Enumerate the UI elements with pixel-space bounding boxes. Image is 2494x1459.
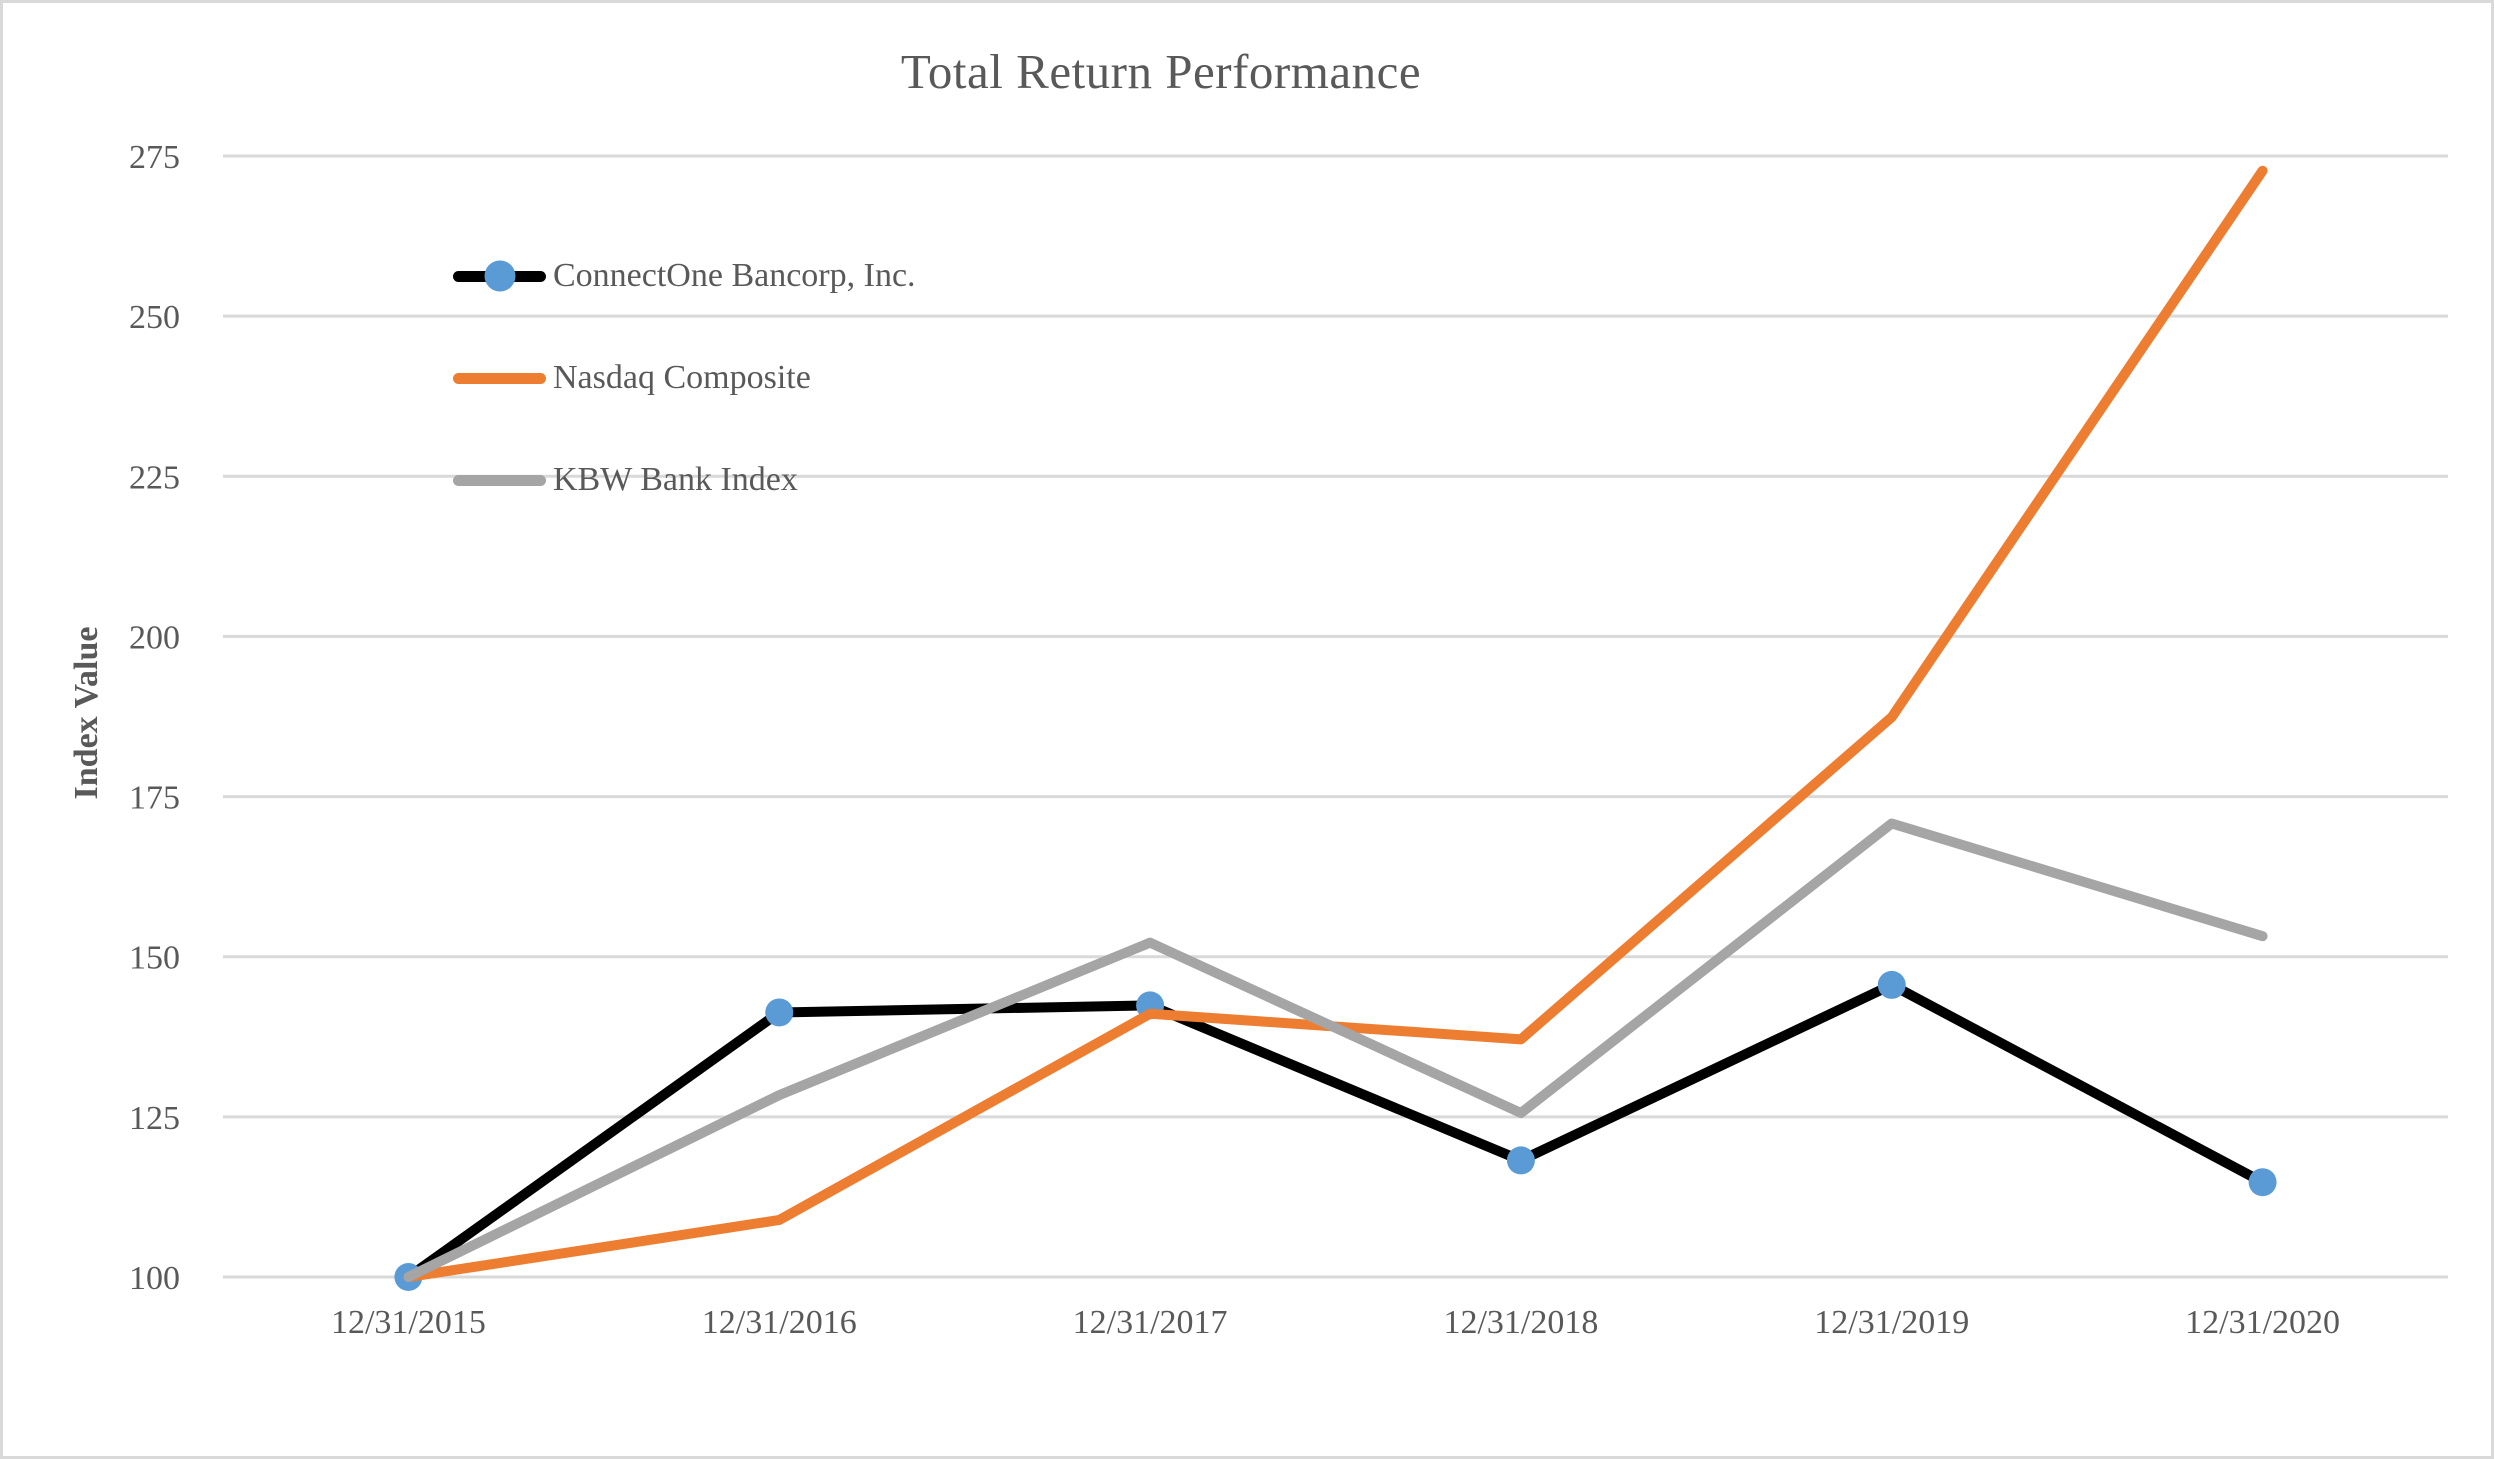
y-tick-label: 175 [129, 780, 180, 817]
legend-line-swatch [453, 372, 546, 384]
x-tick-label: 12/31/2020 [2185, 1304, 2340, 1341]
x-tick-label: 12/31/2018 [1443, 1304, 1598, 1341]
y-tick-label: 150 [129, 940, 180, 977]
legend-label: Nasdaq Composite [553, 359, 811, 396]
data-point-marker [2248, 1168, 2277, 1197]
legend: ConnectOne Bancorp, Inc. Nasdaq Composit… [453, 256, 916, 562]
legend-item-connectone: ConnectOne Bancorp, Inc. [453, 256, 916, 296]
legend-label: KBW Bank Index [553, 461, 798, 498]
x-tick-label: 12/31/2015 [331, 1304, 486, 1341]
y-tick-label: 100 [129, 1260, 180, 1297]
x-tick-label: 12/31/2016 [702, 1304, 857, 1341]
x-tick-label: 12/31/2019 [1814, 1304, 1969, 1341]
legend-marker-dot [484, 260, 515, 292]
plot-area: 100 125 150 175 200 225 250 275 12/31/2015 12/31/… [129, 139, 2448, 1341]
legend-label: ConnectOne Bancorp, Inc. [553, 257, 916, 294]
legend-item-nasdaq: Nasdaq Composite [453, 358, 916, 398]
data-point-marker [765, 998, 794, 1027]
series-line-2 [403, 818, 2268, 1282]
chart-title: Total Return Performance [900, 44, 1422, 99]
y-tick-label: 125 [129, 1100, 180, 1137]
y-tick-label: 225 [129, 459, 180, 496]
legend-line-swatch [453, 474, 546, 486]
data-point-marker [1506, 1146, 1535, 1175]
data-point-marker [1877, 970, 1906, 999]
series-line-0 [403, 979, 2268, 1282]
legend-line-swatch [453, 260, 546, 292]
y-tick-label: 250 [129, 299, 180, 336]
legend-item-kbw: KBW Bank Index [453, 460, 916, 500]
y-tick-label: 200 [129, 619, 180, 656]
y-tick-label: 275 [129, 139, 180, 176]
x-tick-label: 12/31/2017 [1073, 1304, 1228, 1341]
